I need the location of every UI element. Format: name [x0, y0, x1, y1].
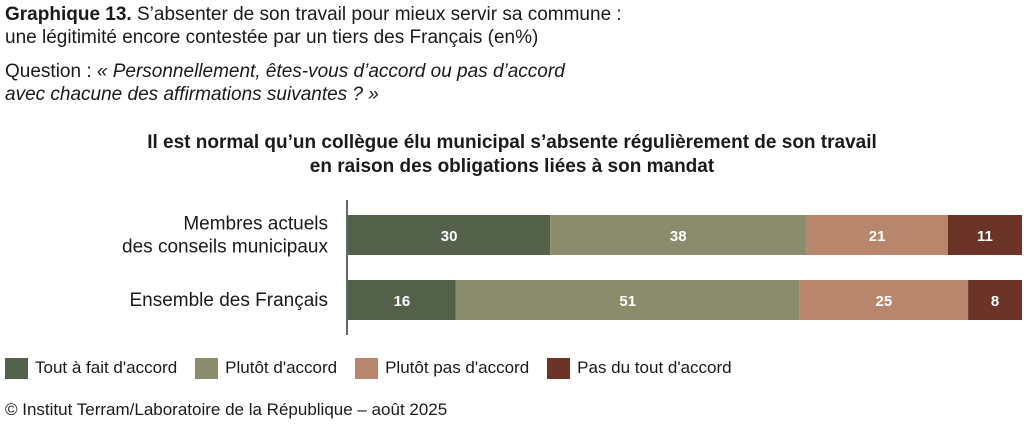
legend-swatch — [547, 357, 571, 379]
bar-segment — [968, 280, 1022, 320]
category-label: des conseils municipaux — [122, 237, 328, 258]
legend-item: Pas du tout d'accord — [547, 357, 732, 379]
legend-swatch — [195, 357, 219, 379]
chart-legend: Tout à fait d'accord Plutôt d'accord Plutô… — [5, 357, 750, 379]
legend-label: Pas du tout d'accord — [577, 358, 732, 377]
data-label: 11 — [977, 228, 993, 245]
legend-swatch — [5, 357, 28, 379]
legend-item: Tout à fait d'accord — [5, 357, 178, 379]
source-credit: © Institut Terram/Laboratoire de la Répu… — [5, 400, 448, 419]
data-label: 21 — [869, 228, 886, 245]
question-text-1: « Personnellement, êtes-vous d’accord ou… — [96, 61, 565, 82]
category-label: Ensemble des Français — [129, 290, 328, 311]
legend-label: Plutôt pas d'accord — [385, 358, 530, 377]
legend-swatch — [355, 357, 379, 379]
data-label: 38 — [670, 228, 687, 245]
legend-label: Plutôt d'accord — [225, 358, 338, 377]
bar-segment — [348, 280, 456, 320]
category-label: Membres actuels — [183, 214, 328, 235]
bar-segment — [455, 280, 800, 320]
bar-segment — [947, 215, 1022, 255]
data-label: 16 — [394, 293, 411, 310]
survey-question: Question : « Personnellement, êtes-vous … — [5, 60, 1005, 106]
legend-item: Plutôt d'accord — [195, 357, 338, 379]
chart-title: Il est normal qu’un collègue élu municip… — [0, 131, 1024, 179]
bar-segment — [550, 215, 807, 255]
data-label: 30 — [441, 228, 458, 245]
data-label: 8 — [991, 293, 999, 310]
question-prefix: Question : — [5, 61, 97, 82]
heading-line-2: une légitimité encore contestée par un t… — [5, 27, 539, 48]
question-text-2: avec chacune des affirmations suivantes … — [5, 84, 379, 105]
question-line-2: avec chacune des affirmations suivantes … — [5, 83, 1005, 106]
bar-segment — [806, 215, 948, 255]
heading-line-1: Graphique 13. S’absenter de son travail … — [5, 3, 1005, 26]
bar-segment — [348, 215, 551, 255]
heading-text: S’absenter de son travail pour mieux ser… — [131, 4, 622, 25]
bar-segment — [799, 280, 969, 320]
chart-title-line-2: en raison des obligations liées à son ma… — [309, 156, 715, 177]
data-label: 51 — [619, 293, 636, 310]
chart-heading: Graphique 13. S’absenter de son travail … — [5, 3, 1005, 49]
graph-number: Graphique 13. — [5, 4, 132, 25]
chart-title-line-1: Il est normal qu’un collègue élu municip… — [147, 132, 877, 153]
legend-item: Plutôt pas d'accord — [355, 357, 530, 379]
question-line-1: Question : « Personnellement, êtes-vous … — [5, 60, 1005, 83]
legend-label: Tout à fait d'accord — [35, 358, 178, 377]
data-label: 25 — [875, 293, 892, 310]
